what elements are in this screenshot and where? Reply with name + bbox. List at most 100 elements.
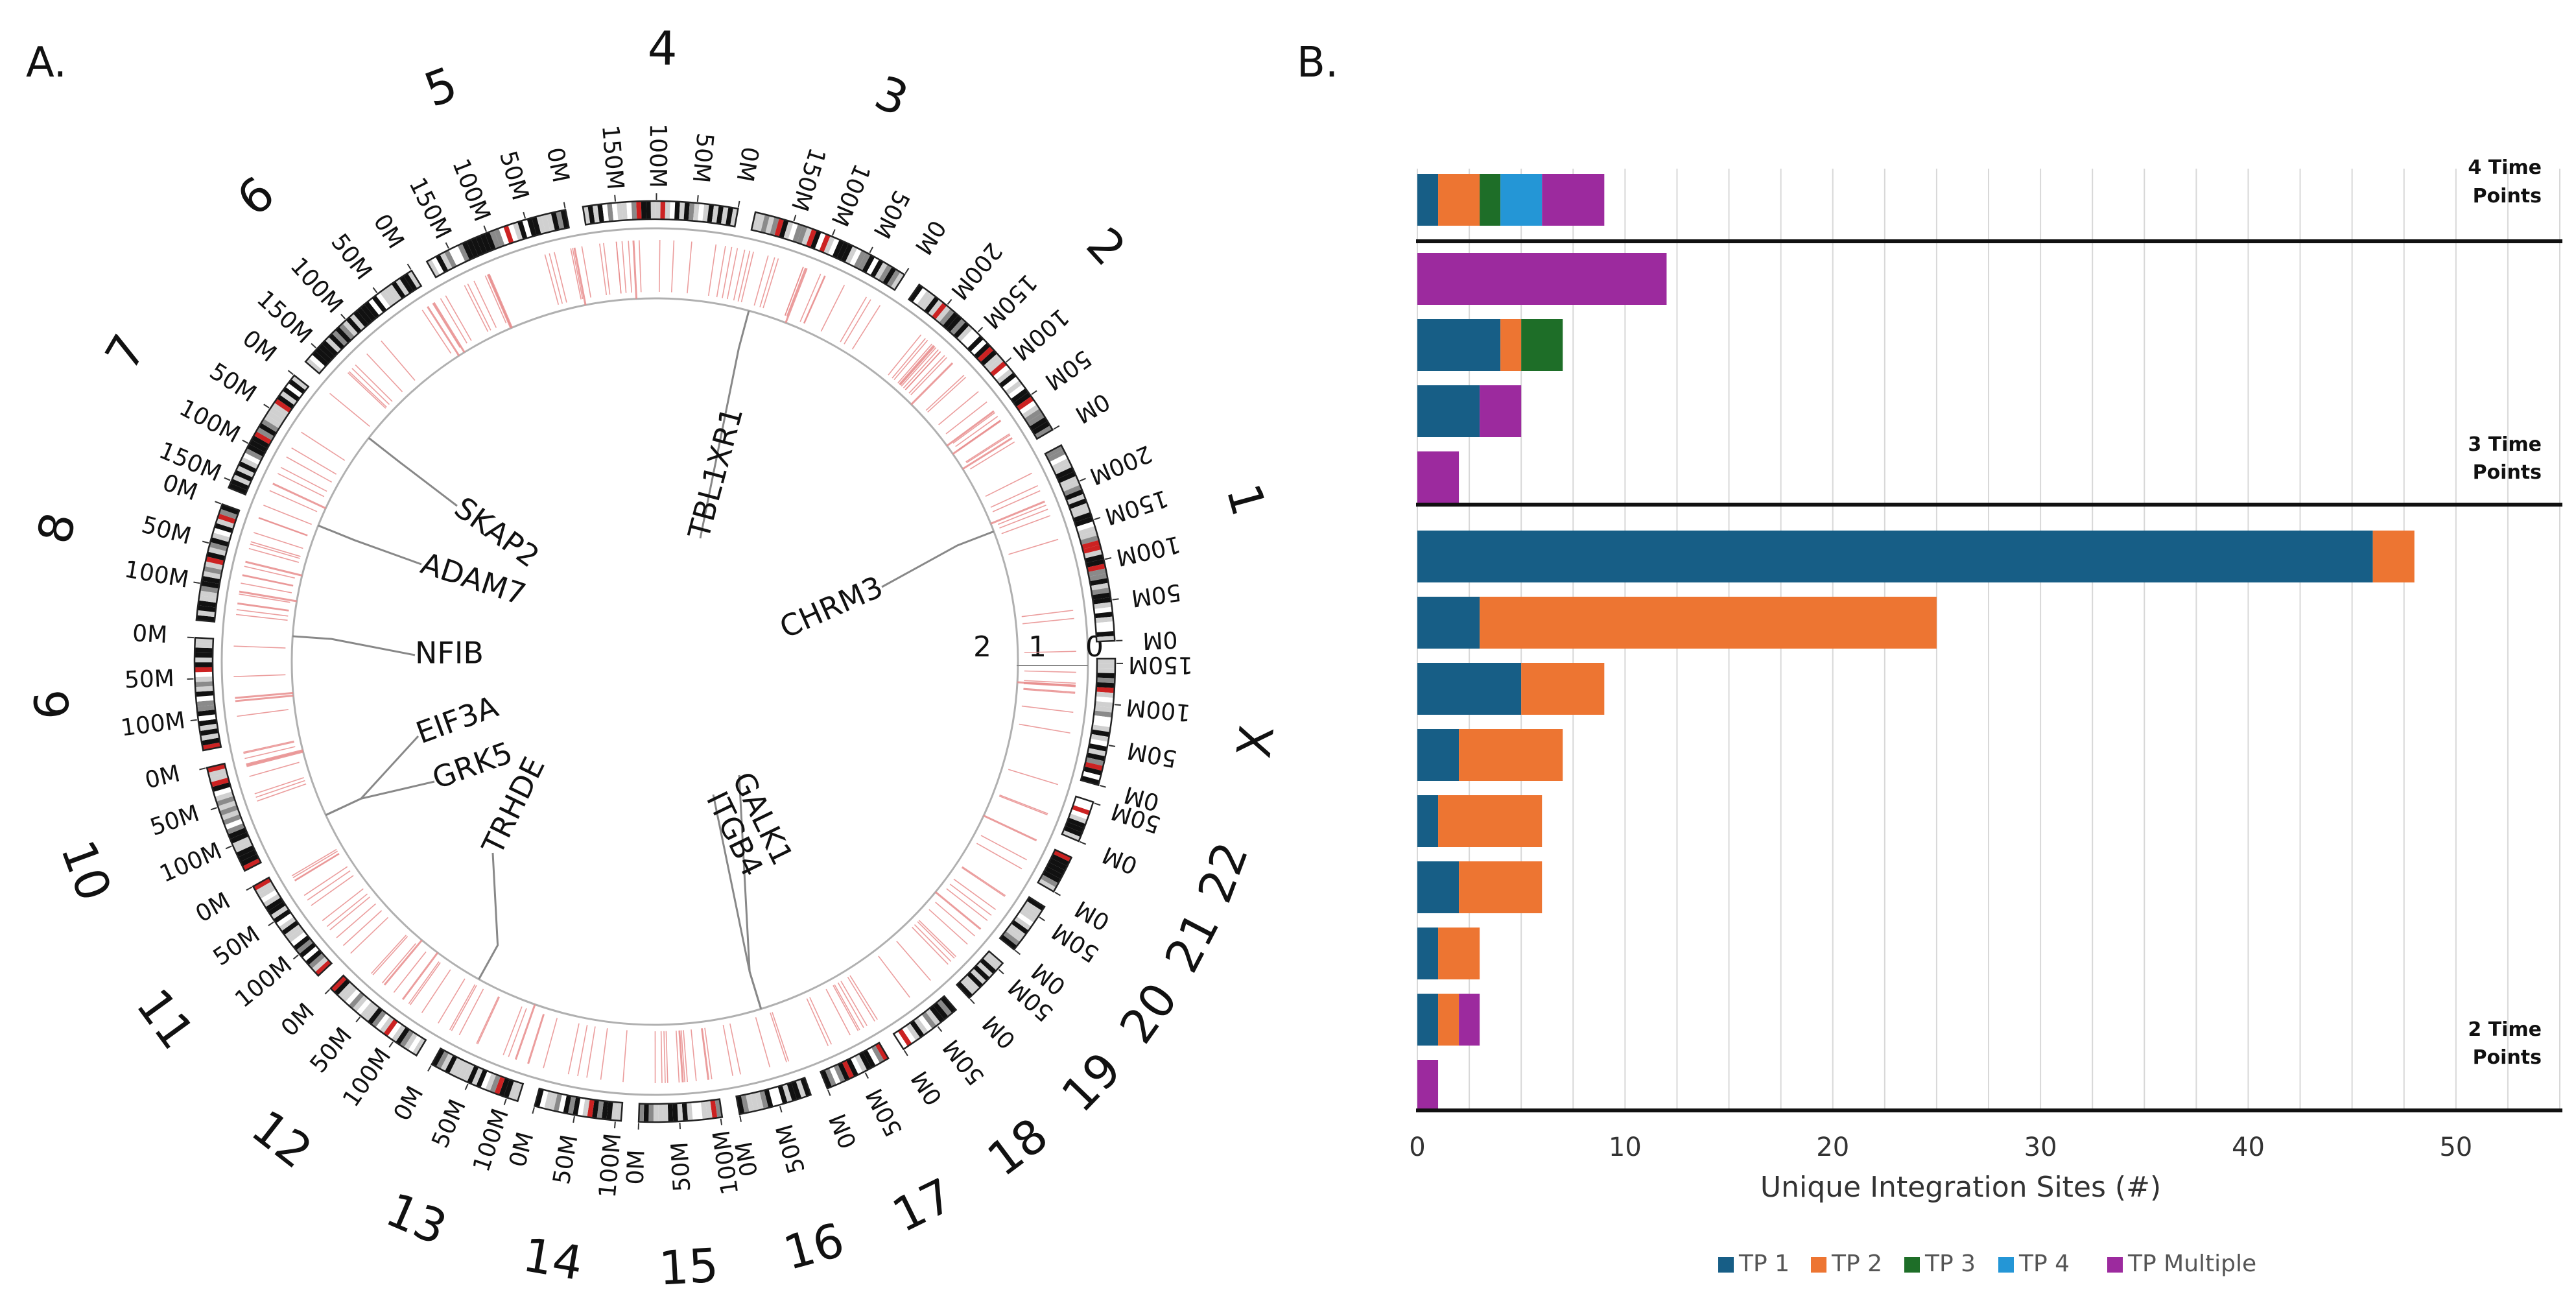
- bar-segment-tp-4: [1500, 174, 1542, 226]
- chromosome-band: [641, 201, 646, 219]
- legend-swatch: [1718, 1257, 1734, 1273]
- integration-site-line: [639, 240, 641, 292]
- chromosome-tick-label: 50M: [861, 1084, 908, 1140]
- integration-site-line: [672, 241, 674, 293]
- integration-site-line: [1008, 769, 1058, 784]
- chromosome-tick: [484, 226, 486, 232]
- integration-site-line: [1022, 706, 1073, 713]
- x-tick-label: 50: [2439, 1132, 2472, 1162]
- integration-site-line: [301, 432, 345, 461]
- gene-leader-line: [882, 531, 994, 587]
- integration-site-line: [986, 473, 1032, 497]
- integration-site-line: [352, 368, 389, 405]
- chromosome-tick: [1094, 518, 1100, 520]
- integration-site-line: [805, 276, 825, 324]
- integration-site-line: [821, 285, 844, 331]
- integration-site-line: [999, 796, 1048, 815]
- gene-label: TBL1XR1: [681, 403, 750, 543]
- chromosome-band: [636, 201, 641, 219]
- chromosome-tick: [191, 720, 197, 721]
- integration-site-line: [807, 999, 828, 1046]
- integration-site-line: [233, 675, 285, 676]
- integration-site-line: [237, 710, 288, 716]
- integration-site-line: [422, 310, 451, 353]
- integration-site-line: [800, 274, 820, 322]
- integration-site-line: [348, 373, 386, 409]
- integration-site-line: [892, 339, 925, 378]
- chromosome-tick: [1039, 917, 1045, 921]
- integration-site-line: [243, 741, 294, 752]
- chromosome-label: 15: [657, 1238, 720, 1296]
- chromosome-tick-label: 50M: [938, 1034, 990, 1090]
- legend-swatch: [1904, 1257, 1920, 1273]
- chromosome-label: 16: [778, 1212, 849, 1280]
- integration-site-line: [810, 998, 832, 1045]
- legend-label: TP 4: [2018, 1251, 2070, 1277]
- chromosome-tick: [970, 999, 975, 1003]
- chromosome-label: 13: [379, 1182, 455, 1256]
- bar-segment-tp-2: [1500, 319, 1521, 371]
- chromosome-tick: [905, 268, 908, 273]
- integration-site-line: [600, 244, 606, 295]
- bar-segment-tp-1: [1417, 385, 1480, 437]
- chromosome-tick: [408, 264, 411, 269]
- chromosome-tick-label: 50M: [427, 1095, 472, 1152]
- integration-site-line: [691, 1029, 696, 1081]
- chromosome-tick: [356, 1017, 360, 1022]
- integration-site-line: [879, 956, 910, 998]
- chromosome-band: [195, 662, 213, 667]
- chromosome-tick: [828, 1090, 831, 1095]
- bar-segment-tp-3: [1480, 174, 1500, 226]
- integration-site-line: [464, 285, 488, 331]
- integration-site-line: [251, 542, 301, 557]
- chromosome-tick-label: 100M: [825, 160, 875, 230]
- chromosome-tick: [740, 1116, 741, 1122]
- chromosome-tick: [246, 887, 252, 891]
- integration-site-line: [844, 300, 871, 344]
- group-label-line1: 4 Time: [2468, 156, 2542, 179]
- chromosome-tick: [564, 202, 565, 209]
- bar-segment-tp-multiple: [1417, 253, 1666, 305]
- gene-labels: TBL1XR1CHRM3SKAP2ADAM7NFIBEIF3AGRK5TRHDE…: [292, 311, 993, 1009]
- integration-site-line: [259, 518, 307, 536]
- chromosome-label: 1: [1216, 478, 1276, 521]
- bar-segment-tp-1: [1417, 531, 2373, 582]
- chromosome-tick-label: 50M: [305, 1023, 358, 1078]
- integration-site-line: [477, 996, 499, 1043]
- integration-site-line: [628, 241, 632, 293]
- chromosome-label: 22: [1187, 835, 1259, 910]
- chromosome-tick-label: 100M: [595, 1132, 626, 1199]
- chromosome-tick: [389, 1042, 393, 1047]
- gene-leader-line: [325, 736, 418, 815]
- bar-segment-tp-1: [1417, 319, 1500, 371]
- chromosome-band: [674, 202, 680, 220]
- integration-site-line: [1000, 795, 1048, 814]
- chromosome-tick-label: 100M: [708, 1129, 744, 1197]
- integration-site-line: [962, 868, 1004, 897]
- integration-site-line: [256, 780, 305, 797]
- chromosome-band: [670, 201, 675, 219]
- chromosome-tick-label: 0M: [276, 998, 320, 1042]
- integration-site-line: [528, 1014, 543, 1063]
- integration-site-line: [919, 920, 956, 957]
- bar-segment-tp-1: [1417, 861, 1459, 913]
- inner-track-ring: [292, 298, 1018, 1025]
- chromosome-label: 3: [868, 65, 916, 126]
- chromosome-band: [651, 201, 656, 219]
- legend-swatch: [1998, 1257, 2014, 1273]
- chromosome-band: [195, 672, 213, 677]
- chromosome-tick-label: 100M: [230, 952, 297, 1013]
- integration-site-line: [915, 925, 951, 962]
- integration-site-line: [383, 944, 416, 983]
- integration-site-line: [981, 835, 1027, 860]
- integration-site-line: [508, 1009, 526, 1057]
- integration-site-line: [292, 448, 337, 475]
